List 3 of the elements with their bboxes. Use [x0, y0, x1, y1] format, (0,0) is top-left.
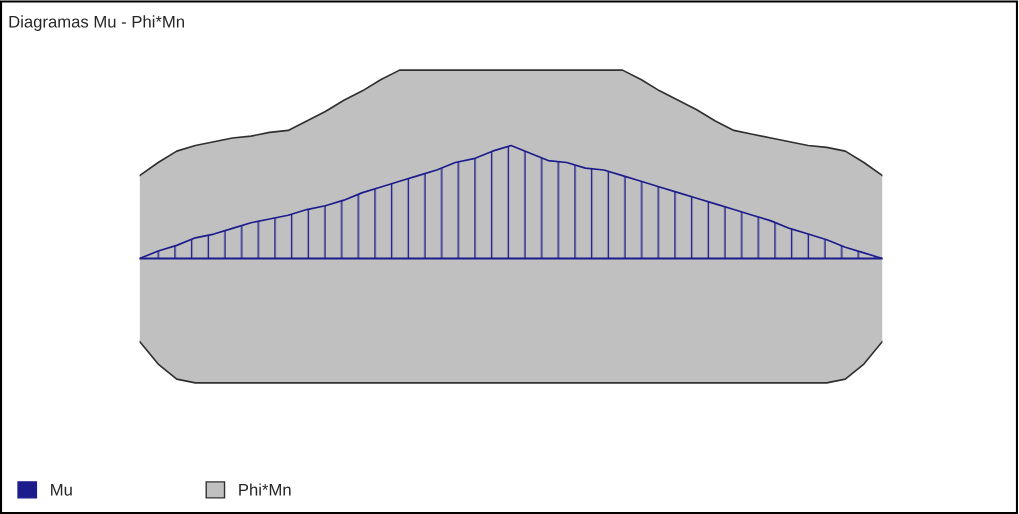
legend-label: Mu: [51, 484, 72, 496]
legend-label: Phi*Mn: [239, 483, 291, 496]
chart-title: Diagramas Mu - Phi*Mn: [9, 15, 184, 31]
